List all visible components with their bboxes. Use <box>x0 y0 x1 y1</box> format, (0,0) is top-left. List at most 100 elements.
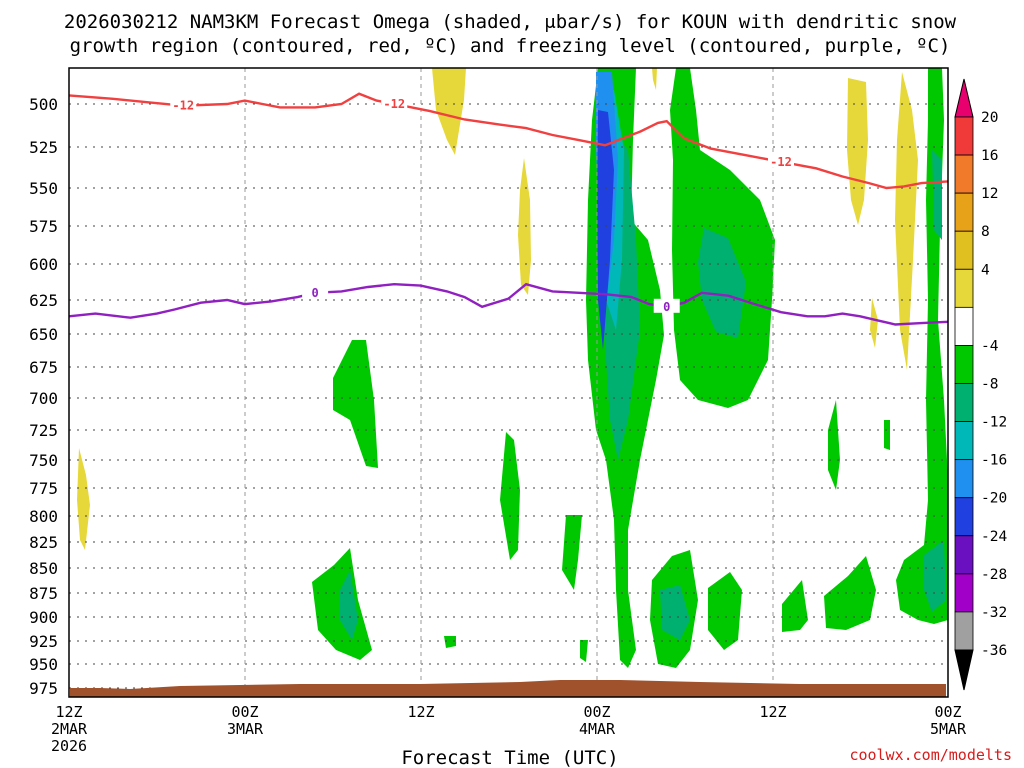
colorbar-segment <box>954 116 974 156</box>
x-tick-label: 5MAR <box>930 720 967 738</box>
y-tick-label: 925 <box>29 632 58 651</box>
colorbar-label: -32 <box>981 605 1007 621</box>
shade-negative <box>828 400 840 490</box>
colorbar-label: -36 <box>981 643 1007 659</box>
y-tick-label: 800 <box>29 507 58 526</box>
y-tick-label: 750 <box>29 451 58 470</box>
contour-label: 0 <box>663 300 670 314</box>
y-tick-label: 550 <box>29 179 58 198</box>
y-tick-label: 825 <box>29 533 58 552</box>
shade-positive <box>77 448 90 550</box>
colorbar-segment <box>954 611 974 651</box>
contour-line <box>68 92 949 190</box>
contour-line <box>68 282 949 326</box>
shade-negative <box>698 228 746 338</box>
shade-negative <box>444 636 456 648</box>
y-tick-label: 850 <box>29 559 58 578</box>
colorbar-top-arrow <box>954 78 974 118</box>
colorbar-segment <box>954 306 974 346</box>
shade-negative <box>824 556 876 630</box>
colorbar-segment <box>954 383 974 422</box>
colorbar-segment <box>954 268 974 308</box>
y-tick-label: 525 <box>29 138 58 157</box>
colorbar-label: 8 <box>981 224 990 240</box>
shade-positive <box>895 72 918 370</box>
y-tick-label: 875 <box>29 584 58 603</box>
credit-text: coolwx.com/modelts <box>849 746 1012 764</box>
contour-label-bg <box>653 298 680 313</box>
y-tick-label: 900 <box>29 608 58 627</box>
y-tick-label: 700 <box>29 389 58 408</box>
colorbar-segment <box>954 497 974 537</box>
x-tick-label: 00Z <box>934 703 961 721</box>
contour-label-bg <box>381 96 408 110</box>
x-tick-label: 2026 <box>51 737 87 755</box>
shade-negative <box>932 150 942 240</box>
y-tick-label: 725 <box>29 421 58 440</box>
x-tick-label: 3MAR <box>227 720 264 738</box>
ground-terrain <box>70 680 946 697</box>
grid <box>69 68 948 697</box>
colorbar-label: -20 <box>981 491 1007 507</box>
y-tick-label: 575 <box>29 217 58 236</box>
contour-label-bg <box>302 284 329 299</box>
y-tick-label: 675 <box>29 358 58 377</box>
shade-positive <box>652 68 657 90</box>
x-tick-label: 00Z <box>583 703 610 721</box>
x-tick-label: 12Z <box>55 703 82 721</box>
colorbar: 20 16 12 8 4 -4 -8 -12 -16 -20 -24 -28 -32 -36 <box>954 78 1007 691</box>
colorbar-label: 20 <box>981 110 998 126</box>
colorbar-label: -12 <box>981 415 1007 431</box>
shade-positive <box>518 158 531 295</box>
colorbar-label: -24 <box>981 529 1007 545</box>
y-tick-label: 600 <box>29 255 58 274</box>
x-tick-label: 4MAR <box>579 720 616 738</box>
shade-negative <box>597 110 614 350</box>
y-tick-label: 775 <box>29 479 58 498</box>
x-tick-label: 12Z <box>759 703 786 721</box>
x-axis-label: Forecast Time (UTC) <box>401 747 618 768</box>
shade-negative <box>580 640 588 662</box>
contour-label-bg <box>170 97 197 112</box>
shade-negative <box>500 432 520 560</box>
y-tick-label: 500 <box>29 95 58 114</box>
colorbar-segment <box>954 573 974 613</box>
shade-negative <box>562 515 582 590</box>
shade-positive <box>847 78 868 225</box>
colorbar-label: -4 <box>981 338 999 354</box>
shade-positive <box>870 298 878 348</box>
y-tick-label: 650 <box>29 325 58 344</box>
colorbar-label: 4 <box>981 262 990 278</box>
contour-label: 0 <box>312 286 319 300</box>
colorbar-bottom-arrow <box>954 649 974 691</box>
colorbar-label: -16 <box>981 453 1007 469</box>
colorbar-label: -8 <box>981 377 998 393</box>
chart-title-line-2: growth region (contoured, red, ºC) and f… <box>70 35 951 57</box>
shade-negative <box>708 572 742 650</box>
contour-label-bg <box>767 153 794 168</box>
x-tick-label: 12Z <box>407 703 434 721</box>
colorbar-segment <box>954 421 974 461</box>
colorbar-segment <box>954 345 974 384</box>
x-tick-label: 00Z <box>231 703 258 721</box>
colorbar-label: -28 <box>981 567 1007 583</box>
contour-label: -12 <box>383 97 405 111</box>
x-tick-label: 2MAR <box>51 720 88 738</box>
shade-negative <box>924 540 946 612</box>
colorbar-label: 12 <box>981 186 998 202</box>
y-tick-label: 950 <box>29 655 58 674</box>
plot-frame <box>68 67 949 698</box>
colorbar-segment <box>954 230 974 270</box>
shade-negative <box>660 585 690 640</box>
shade-negative <box>884 420 890 450</box>
chart-title-line-1: 2026030212 NAM3KM Forecast Omega (shaded… <box>64 11 957 33</box>
y-tick-label: 625 <box>29 291 58 310</box>
contours: -12 -12 -12 0 0 <box>68 92 949 326</box>
contour-label: -12 <box>172 99 194 113</box>
shade-positive <box>432 68 466 155</box>
colorbar-label: 16 <box>981 148 998 164</box>
omega-shading <box>77 68 948 668</box>
contour-label: -12 <box>770 155 792 169</box>
